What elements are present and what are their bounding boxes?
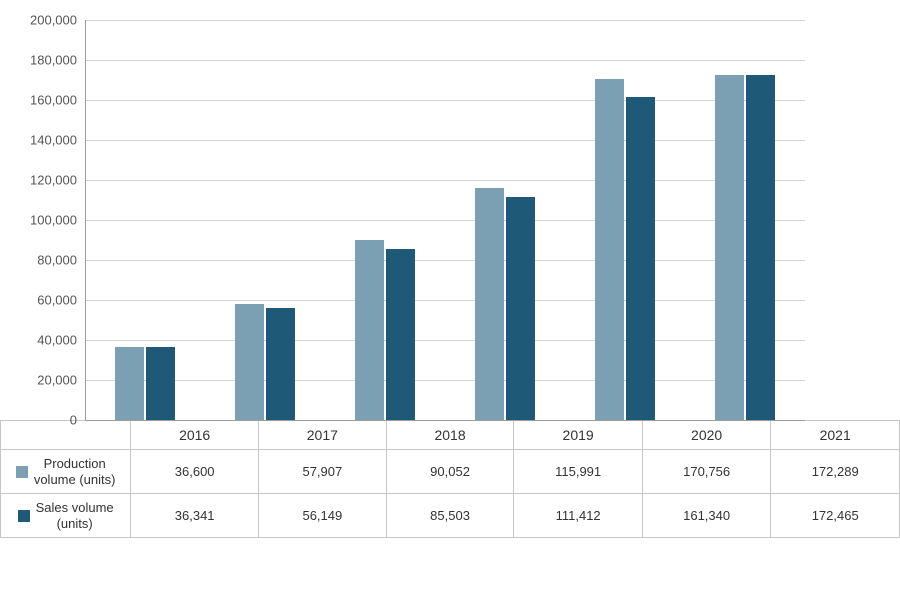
table-header-row: 201620172018201920202021 [1, 421, 900, 450]
bar-production [115, 347, 144, 420]
grid-line [85, 180, 805, 181]
bar-production [475, 188, 504, 420]
legend-swatch-icon [16, 466, 28, 478]
data-cell: 56,149 [259, 494, 387, 538]
legend-label: Sales volume(units) [36, 500, 114, 531]
grid-line [85, 380, 805, 381]
grid-line [85, 300, 805, 301]
data-cell: 111,412 [514, 494, 642, 538]
grid-line [85, 340, 805, 341]
grid-line [85, 260, 805, 261]
y-tick-label: 100,000 [30, 213, 85, 228]
y-tick-label: 0 [70, 413, 85, 428]
bar-sales [146, 347, 175, 420]
data-cell: 172,289 [771, 450, 900, 494]
table-row: Sales volume(units) 36,34156,14985,503111… [1, 494, 900, 538]
year-header: 2017 [259, 421, 387, 450]
y-tick-label: 80,000 [37, 253, 85, 268]
legend-label: Productionvolume (units) [34, 456, 116, 487]
bar-sales [626, 97, 655, 420]
year-header: 2019 [514, 421, 642, 450]
y-tick-label: 200,000 [30, 13, 85, 28]
data-cell: 36,600 [131, 450, 259, 494]
data-cell: 172,465 [771, 494, 900, 538]
grid-line [85, 220, 805, 221]
legend-cell: Productionvolume (units) [1, 450, 131, 494]
data-cell: 115,991 [514, 450, 642, 494]
bar-sales [746, 75, 775, 420]
y-axis-line [85, 20, 86, 420]
y-tick-label: 140,000 [30, 133, 85, 148]
table-row: Productionvolume (units) 36,60057,90790,0… [1, 450, 900, 494]
bar-production [235, 304, 264, 420]
y-tick-label: 180,000 [30, 53, 85, 68]
y-tick-label: 20,000 [37, 373, 85, 388]
data-table: 201620172018201920202021Productionvolume… [0, 420, 900, 538]
legend-swatch-icon [18, 510, 30, 522]
data-cell: 170,756 [642, 450, 771, 494]
data-cell: 36,341 [131, 494, 259, 538]
year-header: 2021 [771, 421, 900, 450]
y-tick-label: 60,000 [37, 293, 85, 308]
grid-line [85, 100, 805, 101]
grid-line [85, 60, 805, 61]
data-cell: 161,340 [642, 494, 771, 538]
bar-production [715, 75, 744, 420]
grid-line [85, 20, 805, 21]
table-corner-cell [1, 421, 131, 450]
grid-line [85, 420, 805, 421]
y-tick-label: 40,000 [37, 333, 85, 348]
bar-sales [266, 308, 295, 420]
chart-container: 020,00040,00060,00080,000100,000120,0001… [85, 20, 805, 420]
bar-sales [506, 197, 535, 420]
bar-production [355, 240, 384, 420]
y-tick-label: 120,000 [30, 173, 85, 188]
legend-cell: Sales volume(units) [1, 494, 131, 538]
bar-production [595, 79, 624, 421]
data-cell: 57,907 [259, 450, 387, 494]
data-cell: 85,503 [386, 494, 514, 538]
data-cell: 90,052 [386, 450, 514, 494]
y-tick-label: 160,000 [30, 93, 85, 108]
year-header: 2018 [386, 421, 514, 450]
year-header: 2016 [131, 421, 259, 450]
grid-line [85, 140, 805, 141]
bar-sales [386, 249, 415, 420]
year-header: 2020 [642, 421, 771, 450]
